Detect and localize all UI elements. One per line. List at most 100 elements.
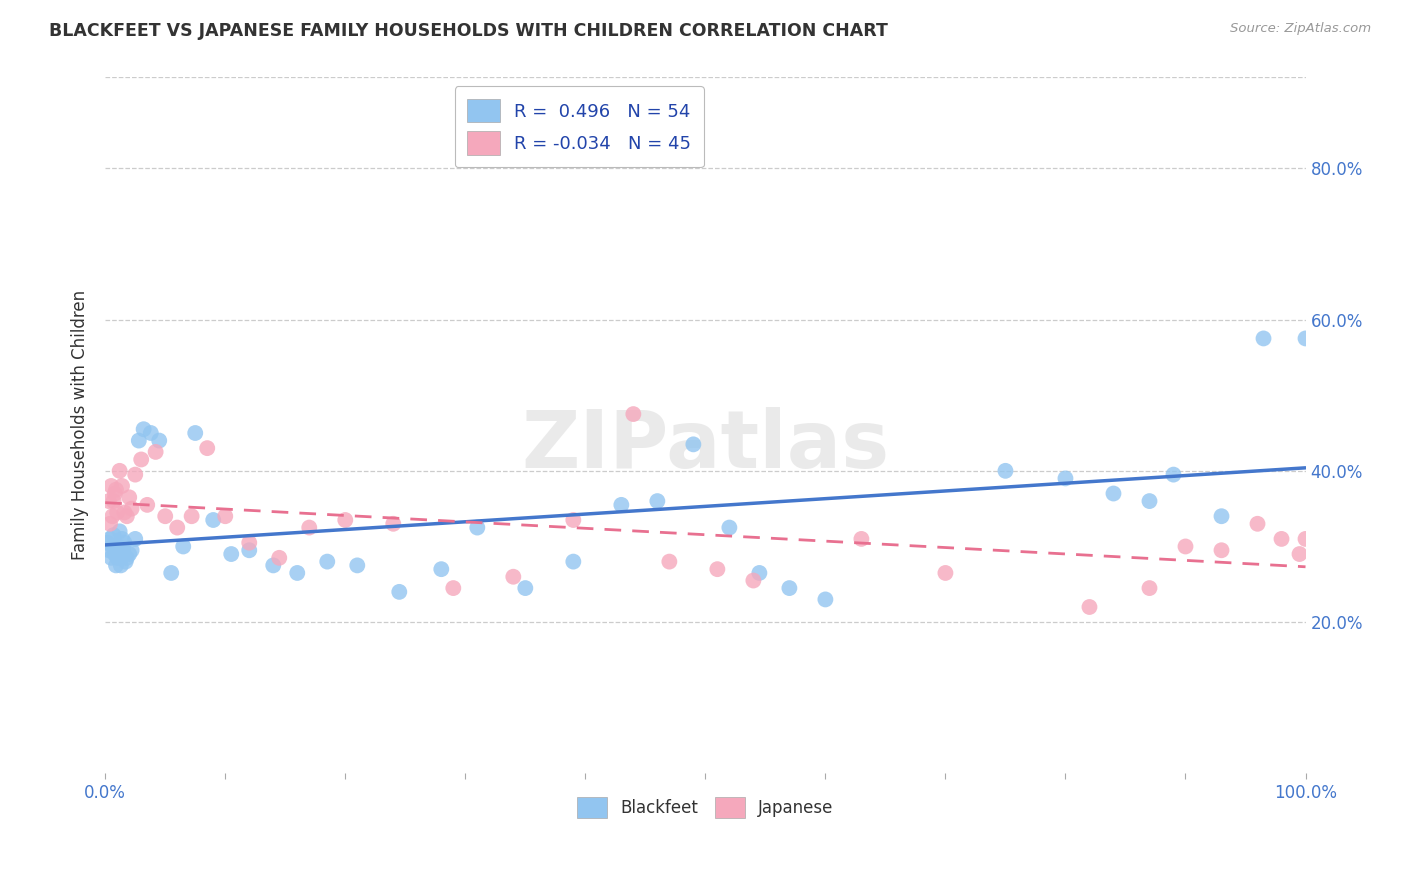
Point <box>647 494 669 508</box>
Point <box>100 550 122 565</box>
Point <box>1139 581 1161 595</box>
Point <box>101 540 124 554</box>
Point <box>97 543 120 558</box>
Point <box>105 550 128 565</box>
Point <box>115 509 138 524</box>
Point <box>430 562 453 576</box>
Point <box>112 505 135 519</box>
Legend: Blackfeet, Japanese: Blackfeet, Japanese <box>571 790 841 824</box>
Point <box>219 547 242 561</box>
Point <box>184 425 207 440</box>
Point <box>1139 494 1161 508</box>
Point <box>562 513 585 527</box>
Point <box>1054 471 1077 485</box>
Point <box>718 520 741 534</box>
Point <box>1174 540 1197 554</box>
Point <box>166 520 188 534</box>
Point <box>97 494 120 508</box>
Point <box>1102 486 1125 500</box>
Point <box>814 592 837 607</box>
Point <box>335 513 357 527</box>
Point <box>994 464 1017 478</box>
Point <box>101 509 124 524</box>
Point <box>682 437 704 451</box>
Point <box>316 555 339 569</box>
Point <box>621 407 644 421</box>
Point <box>118 547 141 561</box>
Point <box>172 540 194 554</box>
Point <box>562 555 585 569</box>
Point <box>112 535 135 549</box>
Text: Source: ZipAtlas.com: Source: ZipAtlas.com <box>1230 22 1371 36</box>
Text: BLACKFEET VS JAPANESE FAMILY HOUSEHOLDS WITH CHILDREN CORRELATION CHART: BLACKFEET VS JAPANESE FAMILY HOUSEHOLDS … <box>49 22 889 40</box>
Point <box>658 555 681 569</box>
Point <box>129 452 152 467</box>
Point <box>105 505 128 519</box>
Point <box>124 532 146 546</box>
Point <box>121 501 143 516</box>
Point <box>262 558 284 573</box>
Point <box>1211 509 1233 524</box>
Point <box>180 509 202 524</box>
Point <box>160 566 183 580</box>
Point <box>108 464 131 478</box>
Point <box>136 498 159 512</box>
Point <box>124 467 146 482</box>
Point <box>1288 547 1310 561</box>
Point <box>269 550 291 565</box>
Point <box>610 498 633 512</box>
Point <box>118 491 141 505</box>
Point <box>238 535 260 549</box>
Point <box>105 483 128 497</box>
Point <box>706 562 728 576</box>
Point <box>139 425 162 440</box>
Text: ZIPatlas: ZIPatlas <box>522 408 890 485</box>
Point <box>100 479 122 493</box>
Point <box>104 486 127 500</box>
Point <box>1270 532 1292 546</box>
Point <box>214 509 236 524</box>
Point <box>742 574 765 588</box>
Point <box>346 558 368 573</box>
Point <box>851 532 873 546</box>
Point <box>132 422 155 436</box>
Point <box>115 550 138 565</box>
Point <box>934 566 956 580</box>
Point <box>97 535 120 549</box>
Point <box>107 540 129 554</box>
Point <box>105 558 128 573</box>
Point <box>1246 516 1268 531</box>
Point <box>103 528 125 542</box>
Point <box>388 585 411 599</box>
Point <box>98 516 121 531</box>
Point <box>1295 331 1317 345</box>
Point <box>202 513 225 527</box>
Point <box>195 441 218 455</box>
Point <box>1253 331 1275 345</box>
Point <box>298 520 321 534</box>
Point <box>108 524 131 539</box>
Point <box>145 445 167 459</box>
Y-axis label: Family Households with Children: Family Households with Children <box>72 291 89 560</box>
Point <box>114 555 136 569</box>
Point <box>1295 532 1317 546</box>
Point <box>515 581 537 595</box>
Point <box>778 581 800 595</box>
Point <box>121 543 143 558</box>
Point <box>98 532 121 546</box>
Point <box>465 520 488 534</box>
Point <box>1163 467 1185 482</box>
Point <box>111 479 134 493</box>
Point <box>285 566 308 580</box>
Point <box>104 547 127 561</box>
Point <box>112 543 135 558</box>
Point <box>502 570 524 584</box>
Point <box>441 581 464 595</box>
Point <box>1211 543 1233 558</box>
Point <box>110 558 132 573</box>
Point <box>155 509 177 524</box>
Point <box>128 434 150 448</box>
Point <box>103 494 125 508</box>
Point <box>148 434 170 448</box>
Point <box>1078 599 1101 614</box>
